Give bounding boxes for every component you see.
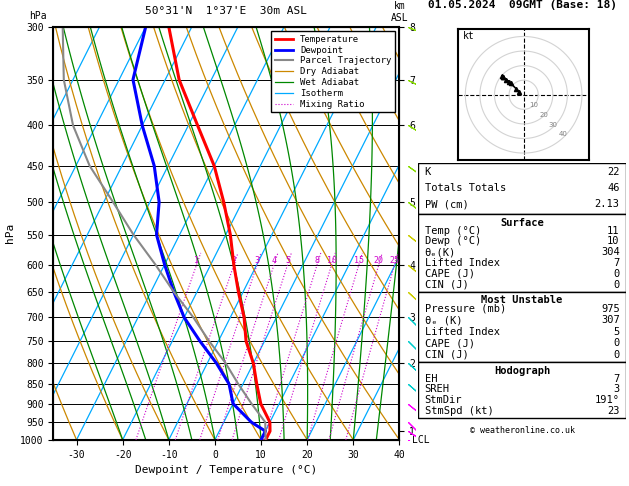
Text: CIN (J): CIN (J) bbox=[425, 279, 468, 290]
Text: 5: 5 bbox=[285, 256, 290, 264]
Text: 50°31'N  1°37'E  30m ASL: 50°31'N 1°37'E 30m ASL bbox=[145, 6, 308, 17]
Text: Dewp (°C): Dewp (°C) bbox=[425, 236, 481, 246]
Text: 10: 10 bbox=[529, 102, 538, 108]
Text: 0: 0 bbox=[613, 269, 620, 279]
Text: SREH: SREH bbox=[425, 384, 450, 394]
Text: 7: 7 bbox=[613, 374, 620, 383]
Text: 11: 11 bbox=[607, 226, 620, 236]
Text: 20: 20 bbox=[539, 112, 548, 118]
Text: PW (cm): PW (cm) bbox=[425, 199, 468, 209]
Text: 304: 304 bbox=[601, 247, 620, 257]
Text: 3: 3 bbox=[255, 256, 260, 264]
Text: 4: 4 bbox=[272, 256, 277, 264]
Y-axis label: Mixing Ratio (g/kg): Mixing Ratio (g/kg) bbox=[454, 177, 464, 289]
Text: 10: 10 bbox=[326, 256, 337, 264]
Bar bbox=[418, 163, 626, 214]
Text: θₑ (K): θₑ (K) bbox=[425, 315, 462, 325]
Text: Lifted Index: Lifted Index bbox=[425, 327, 499, 337]
Text: EH: EH bbox=[425, 374, 437, 383]
Text: 23: 23 bbox=[607, 406, 620, 416]
Text: 40: 40 bbox=[559, 131, 568, 138]
Text: 0: 0 bbox=[613, 350, 620, 360]
Text: 307: 307 bbox=[601, 315, 620, 325]
Text: 2.13: 2.13 bbox=[594, 199, 620, 209]
Text: Totals Totals: Totals Totals bbox=[425, 183, 506, 193]
Text: 0: 0 bbox=[613, 338, 620, 348]
Text: kt: kt bbox=[462, 32, 474, 41]
Text: K: K bbox=[425, 167, 431, 177]
Text: 3: 3 bbox=[613, 384, 620, 394]
Text: StmSpd (kt): StmSpd (kt) bbox=[425, 406, 493, 416]
Y-axis label: hPa: hPa bbox=[4, 223, 14, 243]
Text: 5: 5 bbox=[613, 327, 620, 337]
Text: © weatheronline.co.uk: © weatheronline.co.uk bbox=[470, 427, 574, 435]
Bar bbox=[418, 214, 626, 292]
X-axis label: Dewpoint / Temperature (°C): Dewpoint / Temperature (°C) bbox=[135, 465, 318, 475]
Text: 20: 20 bbox=[374, 256, 384, 264]
Text: 1: 1 bbox=[194, 256, 199, 264]
Text: θₑ(K): θₑ(K) bbox=[425, 247, 456, 257]
Text: Hodograph: Hodograph bbox=[494, 366, 550, 376]
Text: 191°: 191° bbox=[594, 395, 620, 405]
Text: CAPE (J): CAPE (J) bbox=[425, 338, 474, 348]
Text: CAPE (J): CAPE (J) bbox=[425, 269, 474, 279]
Text: 30: 30 bbox=[549, 122, 558, 127]
Text: Pressure (mb): Pressure (mb) bbox=[425, 304, 506, 313]
Text: hPa: hPa bbox=[29, 11, 47, 20]
Legend: Temperature, Dewpoint, Parcel Trajectory, Dry Adiabat, Wet Adiabat, Isotherm, Mi: Temperature, Dewpoint, Parcel Trajectory… bbox=[271, 31, 395, 112]
Text: Most Unstable: Most Unstable bbox=[481, 295, 563, 305]
Text: Lifted Index: Lifted Index bbox=[425, 258, 499, 268]
Text: 46: 46 bbox=[607, 183, 620, 193]
Text: 2: 2 bbox=[231, 256, 237, 264]
Text: 0: 0 bbox=[613, 279, 620, 290]
Text: 975: 975 bbox=[601, 304, 620, 313]
Text: 8: 8 bbox=[314, 256, 320, 264]
Text: Temp (°C): Temp (°C) bbox=[425, 226, 481, 236]
Text: 7: 7 bbox=[613, 258, 620, 268]
Text: LCL: LCL bbox=[411, 435, 429, 445]
Bar bbox=[418, 292, 626, 362]
Text: 10: 10 bbox=[607, 236, 620, 246]
Bar bbox=[418, 362, 626, 417]
Text: StmDir: StmDir bbox=[425, 395, 462, 405]
Text: CIN (J): CIN (J) bbox=[425, 350, 468, 360]
Text: 22: 22 bbox=[607, 167, 620, 177]
Text: km
ASL: km ASL bbox=[391, 1, 408, 22]
Text: Surface: Surface bbox=[500, 218, 544, 227]
Text: 01.05.2024  09GMT (Base: 18): 01.05.2024 09GMT (Base: 18) bbox=[428, 0, 616, 10]
Text: 15: 15 bbox=[354, 256, 364, 264]
Text: 25: 25 bbox=[389, 256, 399, 264]
